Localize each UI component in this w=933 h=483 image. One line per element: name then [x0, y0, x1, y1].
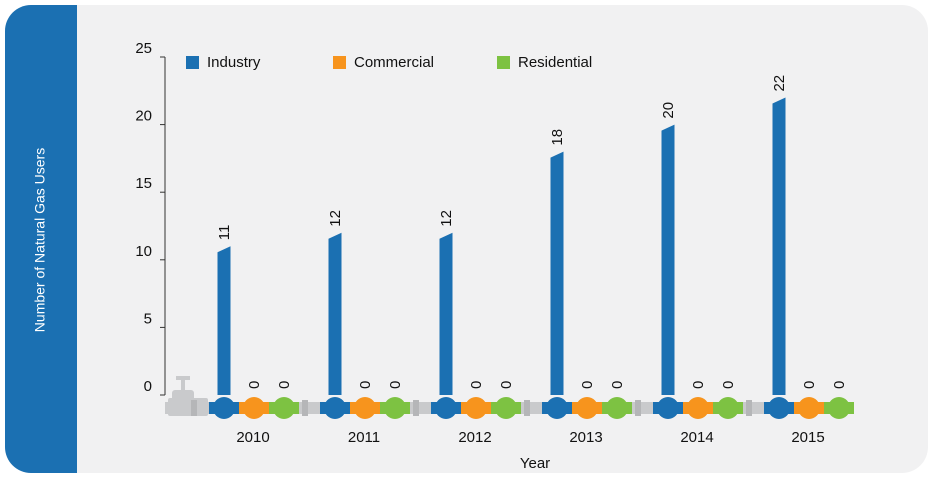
value-label: 0 [831, 381, 848, 389]
value-label: 0 [801, 381, 818, 389]
value-label: 22 [771, 75, 788, 92]
x-tick-label: 2012 [458, 429, 491, 446]
valve [273, 397, 295, 419]
legend-label: Residential [518, 54, 592, 71]
value-label: 0 [468, 381, 485, 389]
valve [435, 397, 457, 419]
value-label: 0 [246, 381, 263, 389]
x-axis-label: Year [520, 455, 550, 472]
value-label: 20 [660, 102, 677, 119]
x-tick-label: 2013 [569, 429, 602, 446]
pipe-joint [746, 400, 752, 416]
value-label: 0 [720, 381, 737, 389]
valve [495, 397, 517, 419]
valve [546, 397, 568, 419]
value-label: 0 [609, 381, 626, 389]
bar [772, 97, 786, 395]
bar [661, 124, 675, 395]
x-tick-label: 2014 [680, 429, 713, 446]
legend-swatch [333, 56, 346, 69]
bar [550, 151, 564, 395]
legend-label: Commercial [354, 54, 434, 71]
value-label: 11 [216, 225, 233, 241]
value-label: 0 [498, 381, 515, 389]
card [5, 5, 928, 473]
bar [328, 232, 342, 395]
bar [439, 232, 453, 395]
x-tick-label: 2010 [236, 429, 269, 446]
valve [606, 397, 628, 419]
y-tick-label: 5 [144, 310, 152, 327]
x-tick-label: 2011 [348, 429, 380, 446]
value-label: 0 [387, 381, 404, 389]
y-tick-label: 0 [144, 378, 152, 395]
y-tick-label: 15 [135, 175, 152, 192]
pipe-joint [191, 400, 197, 416]
y-axis-label: Number of Natural Gas Users [32, 148, 48, 332]
valve [243, 397, 265, 419]
value-label: 0 [690, 381, 707, 389]
x-tick-label: 2015 [791, 429, 824, 446]
valve [657, 397, 679, 419]
valve [798, 397, 820, 419]
valve [717, 397, 739, 419]
pipe-joint [524, 400, 530, 416]
legend-swatch [186, 56, 199, 69]
legend-label: Industry [207, 54, 261, 71]
faucet [168, 376, 208, 416]
pipe-joint [413, 400, 419, 416]
side-panel [5, 5, 77, 473]
valve [576, 397, 598, 419]
y-tick-label: 25 [135, 40, 152, 57]
valve [354, 397, 376, 419]
value-label: 0 [276, 381, 293, 389]
y-tick-label: 20 [135, 108, 152, 125]
valve [768, 397, 790, 419]
valve [324, 397, 346, 419]
legend-swatch [497, 56, 510, 69]
valve [213, 397, 235, 419]
value-label: 12 [438, 210, 455, 227]
pipe-joint [635, 400, 641, 416]
valve [828, 397, 850, 419]
valve [687, 397, 709, 419]
value-label: 18 [549, 129, 566, 146]
value-label: 0 [579, 381, 596, 389]
y-tick-label: 10 [135, 243, 152, 260]
valve [465, 397, 487, 419]
value-label: 12 [327, 210, 344, 227]
value-label: 0 [357, 381, 374, 389]
pipe-joint [302, 400, 308, 416]
bar [217, 246, 231, 395]
valve [384, 397, 406, 419]
